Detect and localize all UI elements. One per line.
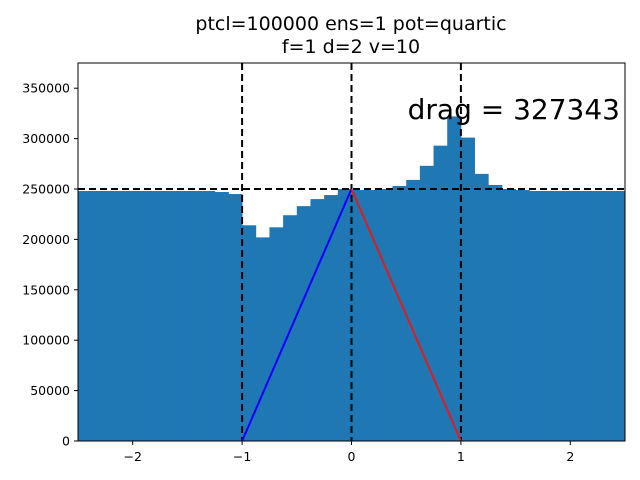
y-tick-label-2: 100000 (22, 333, 70, 348)
y-tick-label-4: 200000 (22, 232, 70, 247)
drag-annotation: drag = 327343 (408, 93, 620, 126)
histogram-bar-39 (611, 191, 626, 441)
histogram-bar-21 (365, 190, 380, 441)
histogram-bar-23 (392, 185, 407, 441)
histogram-bar-29 (474, 173, 489, 441)
x-tick-label-0: −2 (123, 449, 141, 464)
histogram-bar-14 (269, 227, 284, 441)
histogram-bar-36 (570, 191, 585, 441)
histogram-bar-24 (406, 179, 421, 442)
histogram-bar-37 (583, 191, 599, 441)
histogram-bar-8 (187, 191, 202, 441)
histogram-bar-4 (132, 191, 147, 441)
histogram-bar-19 (337, 189, 352, 441)
histogram-bar-26 (433, 145, 448, 441)
histogram-bar-22 (378, 189, 393, 441)
histogram-bar-6 (160, 191, 175, 441)
axes: −2 −1 0 1 2 0 50000 100000 150000 200000 250000 300… (22, 62, 626, 464)
red-line (350, 188, 462, 442)
histogram-bar-27 (447, 116, 462, 441)
histogram-bar-3 (119, 191, 134, 441)
histogram-bar-25 (419, 165, 434, 442)
y-tick-label-1: 50000 (30, 383, 70, 398)
reference-lines (78, 63, 625, 442)
histogram-bar-31 (501, 189, 516, 441)
histogram-bar-18 (324, 195, 339, 441)
histogram-bar-16 (296, 206, 311, 441)
histogram-bar-10 (214, 192, 229, 441)
y-tick-label-0: 0 (62, 434, 70, 449)
histogram-bar-7 (173, 191, 188, 441)
histogram-bar-5 (146, 191, 161, 441)
y-tick-label-5: 250000 (22, 182, 70, 197)
histogram-bar-0 (78, 191, 93, 441)
y-tick-label-7: 350000 (22, 81, 70, 96)
histogram-bar-12 (242, 225, 257, 441)
histogram-bar-9 (201, 191, 216, 441)
histogram-bar-20 (351, 190, 366, 441)
x-tick-label-1: −1 (233, 449, 251, 464)
histogram-bar-28 (460, 137, 475, 442)
histogram-bar-2 (105, 191, 120, 441)
histogram-bar-13 (255, 237, 270, 441)
x-tick-label-2: 0 (348, 449, 356, 464)
chart-title-line-2: f=1 d=2 v=10 (282, 36, 420, 58)
histogram-bar-30 (488, 184, 503, 441)
x-tick-label-4: 2 (566, 449, 574, 464)
y-tick-label-3: 150000 (22, 282, 70, 297)
y-tick-label-6: 300000 (22, 131, 70, 146)
histogram-bar-17 (310, 199, 325, 441)
chart-title-line-1: ptcl=100000 ens=1 pot=quartic (195, 13, 506, 35)
histogram-bar-11 (228, 194, 243, 441)
blue-line (241, 188, 353, 442)
histogram-bar-32 (515, 190, 530, 441)
histogram-bar-38 (597, 191, 612, 441)
histogram-bar-33 (529, 191, 544, 441)
histogram-bars (78, 116, 626, 442)
histogram-bar-35 (556, 191, 571, 441)
histogram-bar-34 (542, 191, 558, 441)
histogram-bar-1 (91, 191, 106, 441)
x-tick-label-3: 1 (457, 449, 465, 464)
